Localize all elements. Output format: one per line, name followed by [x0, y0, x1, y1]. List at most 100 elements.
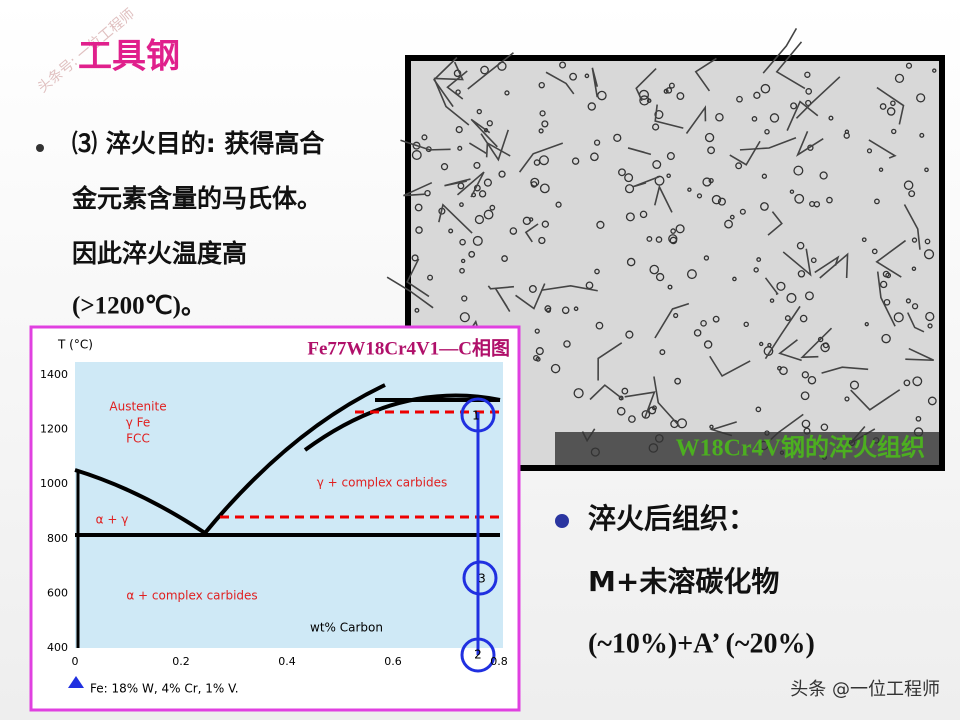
y-tick-label: 1400 [40, 368, 68, 381]
grain-boundary [456, 171, 485, 198]
grain-particle [659, 349, 666, 356]
grain-particle [618, 395, 624, 401]
grain-boundary [694, 57, 717, 92]
grain-boundary [434, 79, 470, 126]
grain-particle [455, 89, 461, 95]
caption-band [555, 432, 939, 465]
grain-particle [861, 237, 867, 243]
grain-particle [760, 202, 769, 211]
marker-circle [460, 637, 496, 673]
grain-boundary [518, 142, 564, 173]
grain-boundary [906, 312, 925, 333]
grain-particle [911, 266, 917, 271]
grain-particle [903, 180, 914, 191]
diagram: Fe77W18Cr4V1—C相图 T (°C) wt% Carbon 1 3 2… [29, 325, 521, 712]
grain-particle [810, 257, 817, 264]
grain-particle [739, 208, 746, 215]
grain-particle [844, 396, 850, 402]
grain-particle [621, 387, 629, 395]
grain-particle [879, 280, 888, 289]
grain-particle [530, 177, 540, 187]
grain-particle [639, 95, 650, 106]
composition-arrow [68, 676, 84, 688]
grain-particle [704, 132, 715, 143]
grain-particle [538, 81, 545, 89]
marker-circle [460, 397, 496, 433]
grain-particle [700, 319, 707, 327]
grain-particle [528, 217, 534, 222]
marker-label: 3 [478, 572, 486, 586]
grain-particle [460, 258, 466, 264]
grain-particle [666, 152, 675, 161]
grain-boundary [739, 137, 797, 151]
grain-boundary [653, 184, 673, 213]
grain-boundary [589, 384, 624, 401]
grain-boundary [786, 100, 819, 131]
grain-particle [587, 102, 596, 111]
bullet2: 淬火后组织： M+未溶碳化物 (~10%)+A’ (~20%) [588, 502, 815, 659]
grain-particle [555, 201, 562, 208]
region-label: FCC [126, 432, 150, 446]
grain-particle [573, 306, 579, 312]
grain-boundary [778, 339, 802, 362]
grain-particle [486, 120, 493, 127]
grain-boundary [444, 178, 471, 187]
grain-particle [448, 228, 454, 234]
grain-particle [655, 236, 663, 243]
grain-particle [911, 237, 918, 243]
grain-particle [736, 95, 743, 103]
grain-particle [924, 167, 929, 173]
grain-particle [639, 210, 648, 219]
grain-particle [594, 268, 600, 275]
markers [460, 397, 498, 673]
grain-boundary [433, 56, 458, 108]
grain-particle [769, 298, 775, 303]
grain-particle [890, 100, 896, 107]
grain-boundary [764, 277, 779, 296]
bullet1: ⑶ 淬火目的: 获得高合 金元素含量的马氏体。 因此淬火温度高 (>1200℃)… [71, 129, 325, 320]
grain-particle [541, 220, 550, 228]
grain-particle [483, 209, 494, 220]
grain-boundary [775, 41, 806, 90]
grain-particle [891, 128, 897, 135]
grain-particle [498, 170, 506, 178]
grain-particle [533, 354, 540, 362]
grain-boundary [814, 255, 840, 274]
grain-particle [427, 274, 434, 281]
grain-particle [663, 88, 669, 94]
grain-boundary [868, 139, 897, 159]
grain-particle [753, 267, 759, 273]
grain-particle [472, 235, 483, 246]
grain-particle [801, 371, 809, 379]
grain-particle [534, 328, 540, 334]
grain-particle [670, 228, 676, 234]
grain-particle [616, 406, 626, 416]
bullet-line: 因此淬火温度高 [72, 239, 247, 268]
grain-particle [561, 306, 570, 315]
grain-particle [724, 219, 733, 229]
grain-boundary [653, 376, 680, 427]
grain-particle [919, 132, 925, 138]
grain-boundary [403, 181, 433, 197]
grain-particle [712, 315, 720, 323]
grain-particle [932, 68, 937, 73]
grain-particle [756, 257, 762, 262]
grain-boundary [480, 129, 510, 162]
bullet-line: (~10%)+A’ (~20%) [588, 628, 815, 659]
grain-boundary [632, 175, 660, 188]
grain-particle [649, 264, 660, 275]
grain-particle [908, 190, 916, 198]
grain-particle [799, 314, 808, 323]
grain-particle [563, 340, 571, 348]
grain-particle [885, 272, 892, 279]
grain-boundary [709, 355, 751, 378]
grain-particle [879, 103, 887, 110]
grain-boundary [685, 105, 707, 134]
grain-particle [673, 312, 679, 319]
grain-particle [414, 307, 420, 313]
grain-particle [539, 110, 546, 117]
grain-particle [874, 198, 880, 205]
grain-boundary [767, 211, 783, 236]
